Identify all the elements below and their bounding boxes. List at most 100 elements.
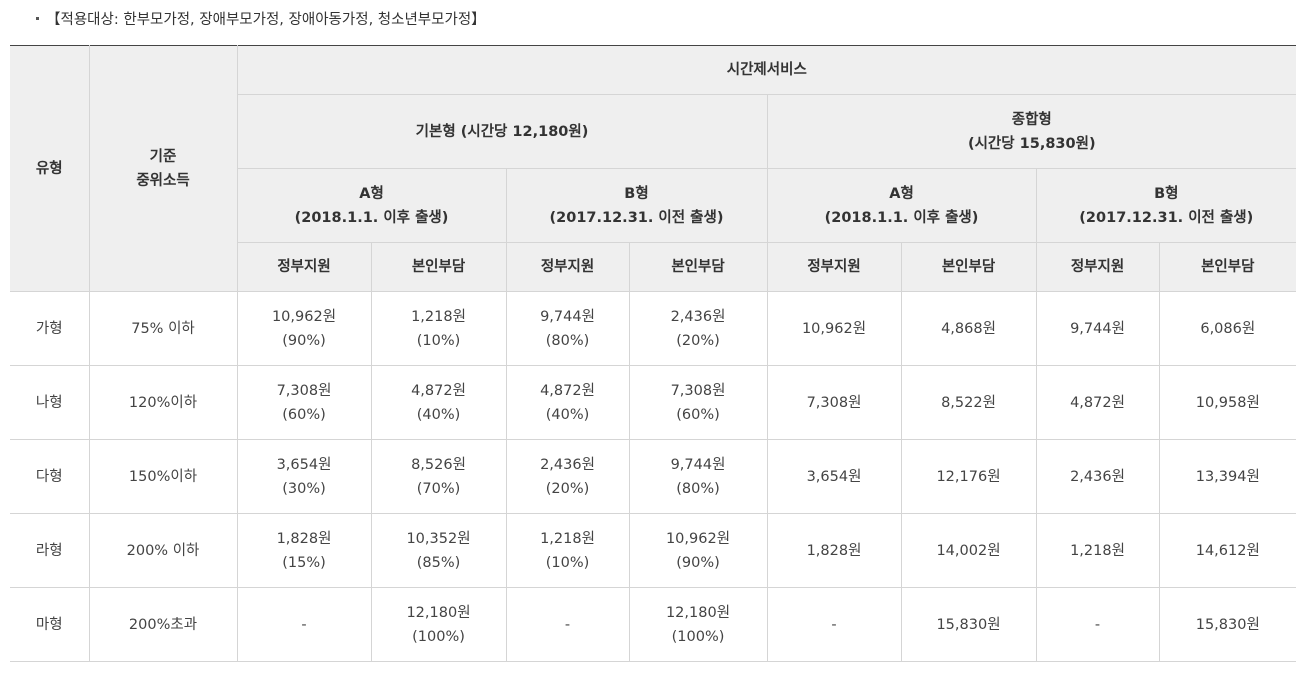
percent: (90%)	[676, 554, 720, 571]
header-gov-support: 정부지원	[505, 242, 630, 292]
header-combined-type: 종합형 (시간당 15,830원)	[766, 94, 1297, 169]
percent: (90%)	[282, 332, 326, 349]
percent: (70%)	[416, 480, 461, 497]
amount: 7,308원	[276, 382, 332, 399]
header-a-desc: (2018.1.1. 이후 출생)	[294, 209, 449, 226]
basic-b-gov-cell: -	[505, 587, 630, 662]
header-a-type: A형	[889, 185, 914, 202]
header-income-line1: 기준	[149, 148, 177, 165]
amount: 2,436원	[540, 456, 595, 473]
header-self-pay: 본인부담	[628, 242, 768, 292]
header-gov-support: 정부지원	[237, 242, 372, 292]
table-row: 가형 75% 이하 10,962원 (90%) 1,218원 (10%) 9,744…	[10, 291, 1297, 366]
amount: 1,218원	[540, 530, 595, 547]
header-b-type: B형	[624, 185, 649, 202]
table-row: 나형 120%이하 7,308원 (60%) 4,872원 (40%) 4,872원…	[10, 365, 1297, 440]
basic-a-gov-cell: 1,828원 (15%)	[236, 513, 372, 588]
comb-a-self-cell: 14,002원	[900, 513, 1037, 588]
basic-b-gov-cell: 2,436원 (20%)	[505, 439, 630, 514]
basic-b-self-cell: 2,436원 (20%)	[628, 291, 768, 366]
basic-b-self-cell: 10,962원 (90%)	[628, 513, 768, 588]
header-time-service: 시간제서비스	[236, 45, 1297, 95]
type-cell: 다형	[10, 439, 90, 514]
percent: (20%)	[545, 480, 590, 497]
amount: 8,526원	[411, 456, 466, 473]
amount: 1,218원	[411, 308, 466, 325]
header-combined-line1: 종합형	[1011, 111, 1052, 128]
percent: (40%)	[416, 406, 461, 423]
percent: (100%)	[671, 628, 725, 645]
comb-b-gov-cell: 9,744원	[1035, 291, 1160, 366]
income-cell: 120%이하	[88, 365, 238, 440]
income-cell: 200%초과	[88, 587, 238, 662]
header-b-type: B형	[1154, 185, 1179, 202]
comb-a-gov-cell: 3,654원	[766, 439, 902, 514]
amount: 12,180원	[665, 604, 731, 621]
header-a-desc: (2018.1.1. 이후 출생)	[824, 209, 979, 226]
amount: 1,828원	[276, 530, 332, 547]
amount: 3,654원	[276, 456, 332, 473]
header-combined-a: A형 (2018.1.1. 이후 출생)	[766, 168, 1037, 243]
comb-b-self-cell: 6,086원	[1158, 291, 1297, 366]
basic-b-gov-cell: 1,218원 (10%)	[505, 513, 630, 588]
comb-a-gov-cell: 7,308원	[766, 365, 902, 440]
amount: 4,872원	[411, 382, 466, 399]
comb-b-gov-cell: -	[1035, 587, 1160, 662]
basic-b-gov-cell: 9,744원 (80%)	[505, 291, 630, 366]
comb-b-self-cell: 14,612원	[1158, 513, 1297, 588]
time-service-fee-table: 유형 기준 중위소득 시간제서비스 기본형 (시간당 12,180원) 종합형 …	[10, 45, 1297, 662]
comb-b-self-cell: 15,830원	[1158, 587, 1297, 662]
amount: 2,436원	[670, 308, 726, 325]
header-income-line2: 중위소득	[136, 172, 190, 189]
header-median-income: 기준 중위소득	[88, 45, 238, 292]
type-cell: 가형	[10, 291, 90, 366]
basic-a-self-cell: 4,872원 (40%)	[370, 365, 507, 440]
basic-a-self-cell: 12,180원 (100%)	[370, 587, 507, 662]
basic-a-gov-cell: 7,308원 (60%)	[236, 365, 372, 440]
table-row: 마형 200%초과 - 12,180원 (100%) - 12,180원 (100%…	[10, 587, 1297, 662]
amount: 10,962원	[271, 308, 337, 325]
amount: 10,352원	[406, 530, 471, 547]
percent: (100%)	[412, 628, 465, 645]
percent: (80%)	[676, 480, 720, 497]
amount: 10,962원	[665, 530, 731, 547]
basic-b-gov-cell: 4,872원 (40%)	[505, 365, 630, 440]
header-gov-support: 정부지원	[766, 242, 902, 292]
basic-a-self-cell: 8,526원 (70%)	[370, 439, 507, 514]
comb-a-self-cell: 15,830원	[900, 587, 1037, 662]
header-self-pay: 본인부담	[900, 242, 1037, 292]
amount: 9,744원	[670, 456, 726, 473]
comb-a-gov-cell: 10,962원	[766, 291, 902, 366]
basic-a-self-cell: 1,218원 (10%)	[370, 291, 507, 366]
comb-a-self-cell: 8,522원	[900, 365, 1037, 440]
percent: (40%)	[545, 406, 590, 423]
applicable-targets-note: 【적용대상: 한부모가정, 장애부모가정, 장애아동가정, 청소년부모가정】	[36, 8, 486, 29]
type-cell: 마형	[10, 587, 90, 662]
header-combined-b: B형 (2017.12.31. 이전 출생)	[1035, 168, 1297, 243]
basic-b-self-cell: 7,308원 (60%)	[628, 365, 768, 440]
income-cell: 150%이하	[88, 439, 238, 514]
header-gov-support: 정부지원	[1035, 242, 1160, 292]
basic-b-self-cell: 12,180원 (100%)	[628, 587, 768, 662]
applicable-targets-text: 【적용대상: 한부모가정, 장애부모가정, 장애아동가정, 청소년부모가정】	[46, 12, 486, 28]
header-basic-b: B형 (2017.12.31. 이전 출생)	[505, 168, 768, 243]
comb-b-self-cell: 13,394원	[1158, 439, 1297, 514]
comb-a-gov-cell: 1,828원	[766, 513, 902, 588]
income-cell: 75% 이하	[88, 291, 238, 366]
bullet-icon	[36, 17, 39, 20]
percent: (10%)	[416, 332, 461, 349]
percent: (60%)	[676, 406, 720, 423]
basic-a-gov-cell: 3,654원 (30%)	[236, 439, 372, 514]
header-basic-type: 기본형 (시간당 12,180원)	[237, 94, 768, 169]
header-a-type: A형	[359, 185, 384, 202]
amount: 7,308원	[670, 382, 726, 399]
percent: (85%)	[416, 554, 461, 571]
header-type: 유형	[10, 45, 90, 292]
type-cell: 나형	[10, 365, 90, 440]
header-self-pay: 본인부담	[1158, 242, 1297, 292]
amount: 12,180원	[406, 604, 471, 621]
comb-a-self-cell: 4,868원	[900, 291, 1037, 366]
percent: (20%)	[676, 332, 720, 349]
percent: (15%)	[282, 554, 326, 571]
percent: (10%)	[545, 554, 590, 571]
